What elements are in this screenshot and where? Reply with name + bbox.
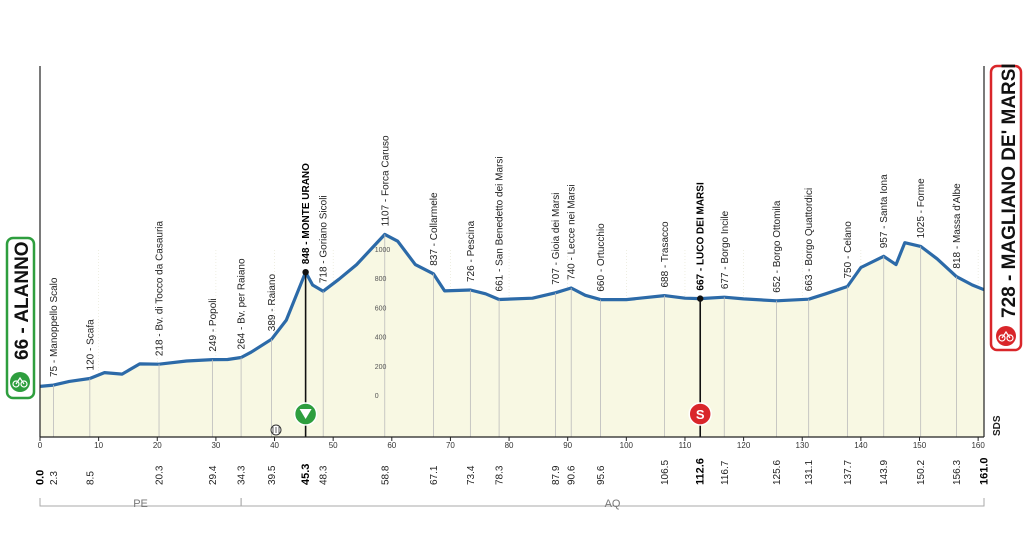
waypoint-label: 740 - Lecce nei Marsi bbox=[567, 184, 578, 280]
altitude-ticks: 0 200 400 600 800 1000 bbox=[375, 247, 391, 400]
waypoint-label: 957 - Santa Iona bbox=[879, 174, 890, 248]
altitude-tick: 800 bbox=[375, 276, 387, 283]
km-label: 67.1 bbox=[429, 465, 440, 485]
waypoint-label: 718 - Goriano Sicoli bbox=[319, 195, 330, 283]
waypoint-label: 837 - Collarmele bbox=[429, 192, 440, 266]
waypoint-label: 667 - LUCO DEI MARSI bbox=[696, 182, 707, 291]
altitude-tick: 0 bbox=[375, 393, 379, 400]
region-label: AQ bbox=[605, 498, 621, 510]
waypoint-dot bbox=[697, 295, 704, 302]
waypoint-label: 264 - Bv. per Raiano bbox=[237, 258, 248, 349]
waypoint-label: 389 - Raiano bbox=[267, 274, 278, 332]
x-tick-label: 0 bbox=[38, 441, 43, 450]
x-tick-label: 50 bbox=[329, 441, 338, 450]
waypoint-label: 249 - Popoli bbox=[208, 298, 219, 351]
start-cyclist-icon bbox=[10, 372, 30, 392]
sprint-marker-icon: S bbox=[688, 402, 712, 426]
finish-cyclist-icon bbox=[996, 326, 1016, 346]
waypoint-label: 848 - MONTE URANO bbox=[301, 163, 312, 264]
km-label: 112.6 bbox=[695, 458, 707, 485]
km-label: 143.9 bbox=[879, 460, 890, 485]
altitude-tick: 200 bbox=[375, 364, 387, 371]
waypoint-label: 661 - San Benedetto dei Marsi bbox=[495, 156, 506, 291]
waypoint-label: 1107 - Forca Caruso bbox=[380, 135, 391, 226]
waypoints: 75 - Manoppello Scalo 120 - Scafa 218 - Bv… bbox=[49, 135, 963, 437]
km-label: 90.6 bbox=[567, 465, 578, 485]
x-tick-label: 40 bbox=[270, 441, 279, 450]
waypoint-dot bbox=[302, 268, 309, 276]
sprint-symbol: S bbox=[696, 407, 705, 422]
waypoint-label: 688 - Trasacco bbox=[660, 221, 671, 288]
km-label: 161.0 bbox=[979, 457, 991, 485]
km-label: 87.9 bbox=[551, 465, 562, 485]
waypoint-label: 652 - Borgo Ottomila bbox=[772, 200, 783, 293]
km-label: 48.3 bbox=[319, 465, 330, 485]
km-label: 0.0 bbox=[35, 470, 47, 485]
km-label: 106.5 bbox=[660, 460, 671, 485]
waypoint-label: 120 - Scafa bbox=[85, 319, 96, 371]
x-tick-label: 10 bbox=[94, 441, 103, 450]
finish-label: 728 - MAGLIANO DE' MARSI bbox=[999, 63, 1020, 318]
x-tick-label: 140 bbox=[854, 441, 868, 450]
x-tick-label: 120 bbox=[737, 441, 751, 450]
x-tick-label: 130 bbox=[796, 441, 810, 450]
km-label: 39.5 bbox=[267, 465, 278, 485]
x-tick-label: 80 bbox=[505, 441, 514, 450]
km-label: 45.3 bbox=[300, 464, 312, 485]
km-label: 150.2 bbox=[916, 460, 927, 485]
region-bracket bbox=[240, 498, 985, 507]
waypoint-label: 818 - Massa d'Albe bbox=[952, 183, 963, 269]
km-label: 78.3 bbox=[495, 465, 506, 485]
x-tick-label: 70 bbox=[446, 441, 455, 450]
km-label: 2.3 bbox=[49, 471, 60, 485]
finish-box: 728 - MAGLIANO DE' MARSI bbox=[989, 63, 1023, 352]
x-tick-label: 60 bbox=[387, 441, 396, 450]
waypoint-label: 677 - Borgo Incile bbox=[720, 210, 731, 289]
km-label: 137.7 bbox=[843, 460, 854, 485]
km-label: 131.1 bbox=[804, 460, 815, 485]
sds-label: SDS bbox=[992, 415, 1003, 436]
x-tick-label: 90 bbox=[563, 441, 572, 450]
x-tick-label: 100 bbox=[620, 441, 634, 450]
x-tick-label: 110 bbox=[679, 441, 692, 450]
region-label: PE bbox=[133, 498, 148, 510]
regions: PE AQ bbox=[39, 498, 985, 510]
waypoint-label: 75 - Manoppello Scalo bbox=[49, 277, 60, 377]
waypoint-label: 218 - Bv. di Tocco da Casauria bbox=[155, 220, 166, 356]
altitude-tick: 1000 bbox=[375, 247, 391, 254]
x-tick-label: 30 bbox=[211, 441, 220, 450]
waypoint-label: 1025 - Forme bbox=[916, 178, 927, 238]
waypoint-label: 663 - Borgo Quattordici bbox=[804, 188, 815, 291]
feed-zone-icon bbox=[270, 424, 282, 436]
kom-marker-icon bbox=[293, 402, 318, 426]
km-label: 29.4 bbox=[208, 465, 219, 485]
waypoint-label: 726 - Pescina bbox=[466, 220, 477, 282]
profile-line bbox=[39, 232, 985, 388]
km-label: 125.6 bbox=[772, 460, 783, 485]
altitude-tick: 600 bbox=[375, 305, 387, 312]
km-label: 20.3 bbox=[155, 465, 166, 485]
x-tick-label: 20 bbox=[153, 441, 162, 450]
km-label: 156.3 bbox=[952, 460, 963, 485]
waypoint-label: 750 - Celano bbox=[843, 221, 854, 279]
km-label: 58.8 bbox=[380, 465, 391, 485]
x-tick-label: 160 bbox=[971, 441, 985, 450]
km-label: 8.5 bbox=[85, 471, 96, 485]
km-label: 73.4 bbox=[466, 465, 477, 485]
x-tick-label: 150 bbox=[913, 441, 927, 450]
waypoint-label: 660 - Ortucchio bbox=[596, 223, 607, 292]
profile-area bbox=[40, 234, 984, 437]
waypoint-label: 707 - Gioia dei Marsi bbox=[551, 193, 562, 285]
altitude-tick: 400 bbox=[375, 335, 387, 342]
km-label: 34.3 bbox=[237, 465, 248, 485]
km-axis: 0 10 20 30 40 50 60 70 80 90 100 110 120 130 140 150 160… bbox=[35, 436, 991, 485]
start-box: 66 - ALANNO bbox=[5, 236, 36, 400]
km-label: 95.6 bbox=[596, 465, 607, 485]
km-label: 116.7 bbox=[720, 460, 731, 485]
start-label: 66 - ALANNO bbox=[12, 241, 33, 360]
